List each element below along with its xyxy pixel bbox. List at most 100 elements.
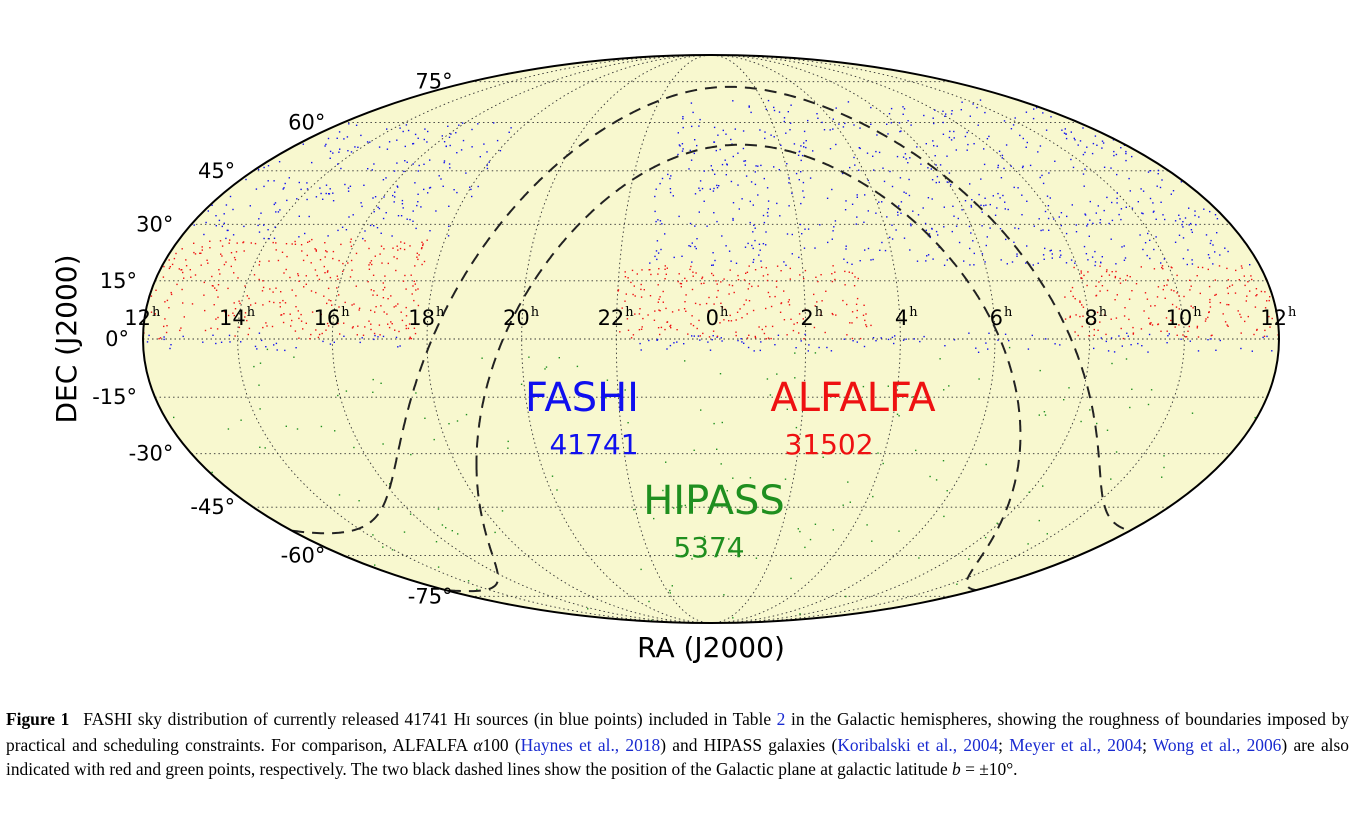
- data-point: [258, 384, 260, 386]
- data-point: [793, 143, 796, 145]
- data-point: [351, 269, 353, 271]
- data-point: [1182, 226, 1184, 228]
- data-point: [932, 258, 934, 260]
- data-point: [163, 325, 165, 328]
- data-point: [1074, 331, 1076, 333]
- data-point: [803, 196, 805, 199]
- data-point: [343, 335, 345, 337]
- data-point: [790, 318, 792, 320]
- data-point: [742, 147, 745, 150]
- data-point: [1086, 284, 1088, 287]
- data-point: [1003, 120, 1006, 122]
- data-point: [722, 129, 724, 132]
- table-ref-link[interactable]: 2: [776, 709, 786, 729]
- data-point: [1074, 298, 1076, 300]
- data-point: [972, 240, 974, 242]
- data-point: [351, 304, 353, 306]
- data-point: [716, 184, 718, 187]
- ref-wong-link[interactable]: Wong et al., 2006: [1152, 735, 1282, 755]
- data-point: [1214, 251, 1216, 253]
- data-point: [1137, 201, 1139, 203]
- data-point: [1271, 317, 1273, 320]
- ref-haynes-link[interactable]: Haynes et al., 2018: [520, 735, 661, 755]
- data-point: [471, 195, 473, 198]
- data-point: [957, 217, 959, 220]
- data-point: [1113, 154, 1115, 157]
- data-point: [619, 331, 621, 333]
- data-point: [1110, 478, 1112, 480]
- data-point: [1094, 264, 1096, 267]
- data-point: [1021, 194, 1023, 196]
- data-point: [405, 327, 407, 330]
- data-point: [670, 327, 672, 329]
- ref-meyer-link[interactable]: Meyer et al., 2004: [1009, 735, 1143, 755]
- data-point: [984, 536, 987, 539]
- data-point: [639, 308, 641, 310]
- data-point: [308, 215, 310, 218]
- data-point: [291, 289, 293, 291]
- data-point: [220, 253, 222, 255]
- data-point: [930, 168, 932, 170]
- data-point: [1131, 388, 1133, 390]
- data-point: [356, 334, 358, 336]
- data-point: [681, 143, 684, 145]
- data-point: [774, 295, 776, 298]
- data-point: [339, 333, 341, 335]
- data-point: [748, 334, 750, 336]
- data-point: [856, 216, 858, 218]
- data-point: [830, 350, 833, 352]
- data-point: [1123, 259, 1126, 261]
- data-point: [218, 219, 221, 222]
- data-point: [1059, 250, 1061, 252]
- data-point: [417, 137, 419, 139]
- data-point: [939, 358, 941, 360]
- data-point: [257, 224, 259, 227]
- data-point: [412, 285, 414, 287]
- data-point: [396, 139, 398, 141]
- data-point: [310, 262, 312, 264]
- data-point: [1111, 201, 1113, 204]
- data-point: [397, 249, 399, 251]
- data-point: [700, 282, 703, 285]
- data-point: [1197, 350, 1200, 352]
- data-point: [296, 428, 299, 430]
- data-point: [360, 202, 362, 204]
- data-point: [404, 274, 406, 277]
- data-point: [878, 151, 881, 154]
- data-point: [790, 577, 792, 580]
- data-point: [854, 164, 856, 166]
- data-point: [1227, 292, 1229, 295]
- data-point: [265, 322, 267, 324]
- data-point: [358, 309, 360, 311]
- data-point: [284, 182, 286, 185]
- data-point: [364, 326, 366, 328]
- data-point: [1144, 292, 1147, 294]
- data-point: [1190, 229, 1193, 231]
- data-point: [737, 152, 739, 154]
- data-point: [1113, 351, 1116, 353]
- data-point: [282, 299, 284, 302]
- data-point: [440, 178, 442, 180]
- data-point: [922, 207, 924, 209]
- data-point: [261, 290, 264, 292]
- data-point: [770, 134, 772, 136]
- data-point: [1105, 270, 1108, 273]
- data-point: [760, 266, 763, 268]
- data-point: [1269, 296, 1271, 298]
- data-point: [1150, 305, 1152, 307]
- data-point: [417, 304, 420, 307]
- data-point: [996, 207, 998, 209]
- data-point: [897, 211, 899, 213]
- data-point: [963, 260, 965, 262]
- ref-koribalski-link[interactable]: Koribalski et al., 2004: [837, 735, 999, 755]
- data-point: [352, 214, 354, 216]
- data-point: [883, 180, 886, 183]
- data-point: [759, 129, 761, 131]
- data-point: [789, 278, 791, 280]
- data-point: [968, 558, 970, 560]
- data-point: [176, 283, 178, 286]
- data-point: [165, 331, 168, 334]
- data-point: [1080, 277, 1082, 279]
- data-point: [1188, 207, 1190, 209]
- data-point: [225, 261, 227, 263]
